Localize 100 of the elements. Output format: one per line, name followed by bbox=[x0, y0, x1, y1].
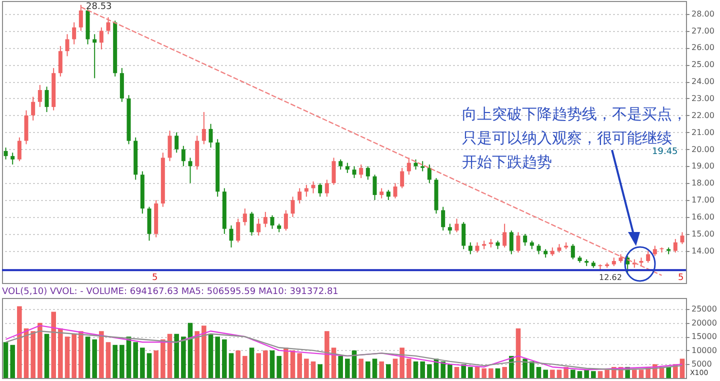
y-tick-label: 26.00 bbox=[692, 43, 714, 52]
candlestick bbox=[441, 206, 446, 232]
y-tick-label: 15000 bbox=[692, 332, 717, 342]
bar bbox=[461, 364, 466, 378]
candlestick bbox=[366, 166, 370, 180]
bar bbox=[536, 366, 542, 378]
candlestick bbox=[570, 244, 575, 260]
bar bbox=[413, 361, 418, 378]
y-tick-label: 24.00 bbox=[692, 77, 714, 86]
bar bbox=[448, 364, 452, 378]
candlestick bbox=[400, 167, 404, 189]
bar bbox=[202, 326, 206, 378]
candlestick bbox=[250, 211, 254, 236]
candlestick bbox=[318, 182, 322, 198]
bar bbox=[167, 334, 172, 378]
candlestick bbox=[106, 16, 110, 35]
bar bbox=[666, 366, 671, 378]
bar bbox=[345, 358, 350, 378]
bar bbox=[208, 334, 214, 378]
candlestick bbox=[523, 233, 528, 246]
candlestick bbox=[673, 238, 678, 254]
candlestick bbox=[304, 184, 308, 198]
bar bbox=[133, 342, 138, 378]
bar bbox=[146, 353, 152, 378]
candlestick bbox=[174, 132, 179, 154]
bar bbox=[3, 342, 8, 378]
candlestick bbox=[680, 232, 684, 245]
y-tick-label: 10000 bbox=[692, 346, 717, 355]
bar bbox=[522, 358, 528, 378]
candlestick bbox=[78, 4, 83, 32]
bar bbox=[584, 370, 589, 378]
bar bbox=[516, 328, 521, 378]
candlestick bbox=[332, 157, 336, 186]
candlestick bbox=[652, 245, 657, 256]
bar bbox=[38, 322, 42, 378]
candlestick bbox=[338, 158, 343, 170]
y-tick-label: 18.00 bbox=[692, 178, 714, 188]
y-tick-label: 23.00 bbox=[692, 94, 714, 103]
candlestick bbox=[181, 145, 186, 167]
bar bbox=[440, 361, 446, 378]
bar bbox=[106, 342, 111, 378]
candlestick bbox=[263, 211, 268, 228]
candlestick bbox=[420, 160, 425, 172]
bar bbox=[270, 350, 275, 378]
bar bbox=[482, 368, 486, 378]
annotation: 5 bbox=[152, 273, 158, 283]
y-tick-label: 28.00 bbox=[692, 9, 714, 18]
annotation: 只是可以纳入观察，很可能继续 bbox=[462, 129, 672, 147]
bar bbox=[632, 370, 637, 378]
candlestick bbox=[393, 182, 398, 199]
candlestick bbox=[44, 86, 49, 113]
candlestick bbox=[236, 218, 240, 243]
bar bbox=[99, 331, 104, 378]
candlestick bbox=[502, 223, 507, 248]
candlestick bbox=[324, 179, 329, 198]
candlestick bbox=[208, 123, 213, 148]
bar bbox=[638, 370, 644, 378]
candlestick bbox=[475, 242, 480, 254]
candlestick bbox=[516, 232, 520, 254]
candlestick bbox=[646, 250, 650, 264]
candlestick bbox=[4, 147, 8, 160]
bar bbox=[366, 361, 370, 378]
bar bbox=[222, 339, 227, 378]
y-tick-label: 22.00 bbox=[692, 110, 714, 120]
bar bbox=[550, 370, 555, 378]
bar bbox=[256, 353, 261, 378]
candlestick bbox=[242, 208, 247, 226]
bar bbox=[358, 358, 364, 378]
candlestick bbox=[298, 188, 302, 204]
bar bbox=[556, 370, 562, 378]
bar bbox=[502, 366, 507, 378]
bar bbox=[318, 364, 322, 378]
bar bbox=[427, 364, 432, 378]
bar bbox=[10, 344, 15, 378]
annotation: 5 bbox=[678, 273, 684, 283]
bar bbox=[181, 336, 186, 378]
candlestick bbox=[284, 210, 288, 232]
bar bbox=[324, 331, 330, 378]
candlestick bbox=[270, 214, 274, 230]
candlestick bbox=[406, 157, 411, 176]
bar bbox=[386, 364, 391, 378]
annotation: 19.45 bbox=[652, 147, 678, 157]
bar bbox=[194, 331, 200, 378]
y-tick-label: 21.00 bbox=[692, 128, 714, 137]
bar bbox=[420, 361, 425, 378]
y-tick-label: 14.00 bbox=[692, 246, 714, 256]
bar bbox=[174, 334, 179, 378]
bar bbox=[51, 312, 56, 378]
bar bbox=[488, 368, 494, 378]
candlestick bbox=[99, 26, 104, 50]
y-tick-label: 25000 bbox=[692, 304, 717, 314]
candlestick bbox=[17, 136, 22, 162]
candlestick bbox=[65, 34, 70, 57]
bar bbox=[44, 334, 50, 378]
y-tick-label: 25.00 bbox=[692, 60, 714, 70]
bar bbox=[406, 358, 412, 378]
bar bbox=[474, 366, 480, 378]
candlestick bbox=[202, 112, 206, 145]
candlestick bbox=[256, 218, 261, 236]
candlestick bbox=[536, 244, 541, 255]
